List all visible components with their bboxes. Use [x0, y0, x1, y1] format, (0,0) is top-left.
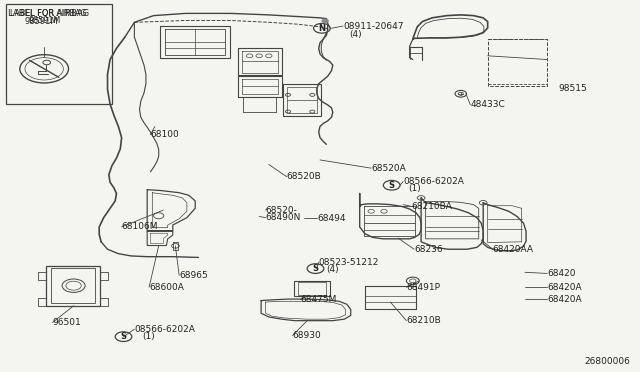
- Bar: [6, 4, 112, 104]
- Text: 98515: 98515: [558, 84, 587, 93]
- Text: 68494: 68494: [317, 214, 346, 223]
- Text: 68965: 68965: [179, 271, 208, 280]
- Text: 96501: 96501: [52, 318, 81, 327]
- Text: 68236: 68236: [414, 245, 443, 254]
- Bar: [46, 266, 100, 306]
- Text: (4): (4): [349, 30, 362, 39]
- Text: 08566-6202A: 08566-6202A: [134, 325, 195, 334]
- Text: 68210BA: 68210BA: [412, 202, 452, 211]
- Text: 08523-51212: 08523-51212: [319, 258, 379, 267]
- Text: 68930: 68930: [292, 331, 321, 340]
- Text: 68420A: 68420A: [547, 283, 582, 292]
- Text: 48433C: 48433C: [470, 100, 505, 109]
- Text: LABEL FOR AIRBAG: LABEL FOR AIRBAG: [8, 9, 90, 18]
- Text: 68520A: 68520A: [371, 164, 406, 173]
- Text: 68491P: 68491P: [406, 283, 440, 292]
- Text: 98591M: 98591M: [25, 17, 58, 26]
- Bar: [283, 84, 321, 116]
- Text: LABEL FOR AIRBAG: LABEL FOR AIRBAG: [10, 9, 86, 17]
- Bar: [294, 281, 330, 296]
- Text: 68106M: 68106M: [122, 222, 158, 231]
- Text: 68520B: 68520B: [287, 172, 321, 181]
- Text: 68490N: 68490N: [266, 213, 301, 222]
- Text: 68475M: 68475M: [301, 295, 337, 304]
- Text: 68420A: 68420A: [547, 295, 582, 304]
- Text: 68600A: 68600A: [149, 283, 184, 292]
- Text: 98591M: 98591M: [28, 16, 60, 25]
- Text: S: S: [312, 264, 319, 273]
- Text: (1): (1): [408, 185, 421, 193]
- Text: 68210B: 68210B: [406, 316, 441, 325]
- Text: 68100: 68100: [150, 130, 179, 139]
- Text: 68420AA: 68420AA: [493, 245, 534, 254]
- Text: N: N: [319, 24, 325, 33]
- Text: 68520-: 68520-: [266, 206, 298, 215]
- Text: 68420: 68420: [547, 269, 576, 278]
- Circle shape: [322, 19, 328, 23]
- Text: S: S: [388, 181, 395, 190]
- Bar: [287, 87, 317, 113]
- Text: (1): (1): [142, 332, 155, 341]
- Text: 08911-20647: 08911-20647: [343, 22, 404, 31]
- Text: S: S: [120, 332, 127, 341]
- Bar: [298, 282, 326, 295]
- Text: (4): (4): [326, 265, 339, 274]
- Text: 26800006: 26800006: [584, 357, 630, 366]
- Bar: [51, 268, 95, 303]
- Text: 08566-6202A: 08566-6202A: [403, 177, 464, 186]
